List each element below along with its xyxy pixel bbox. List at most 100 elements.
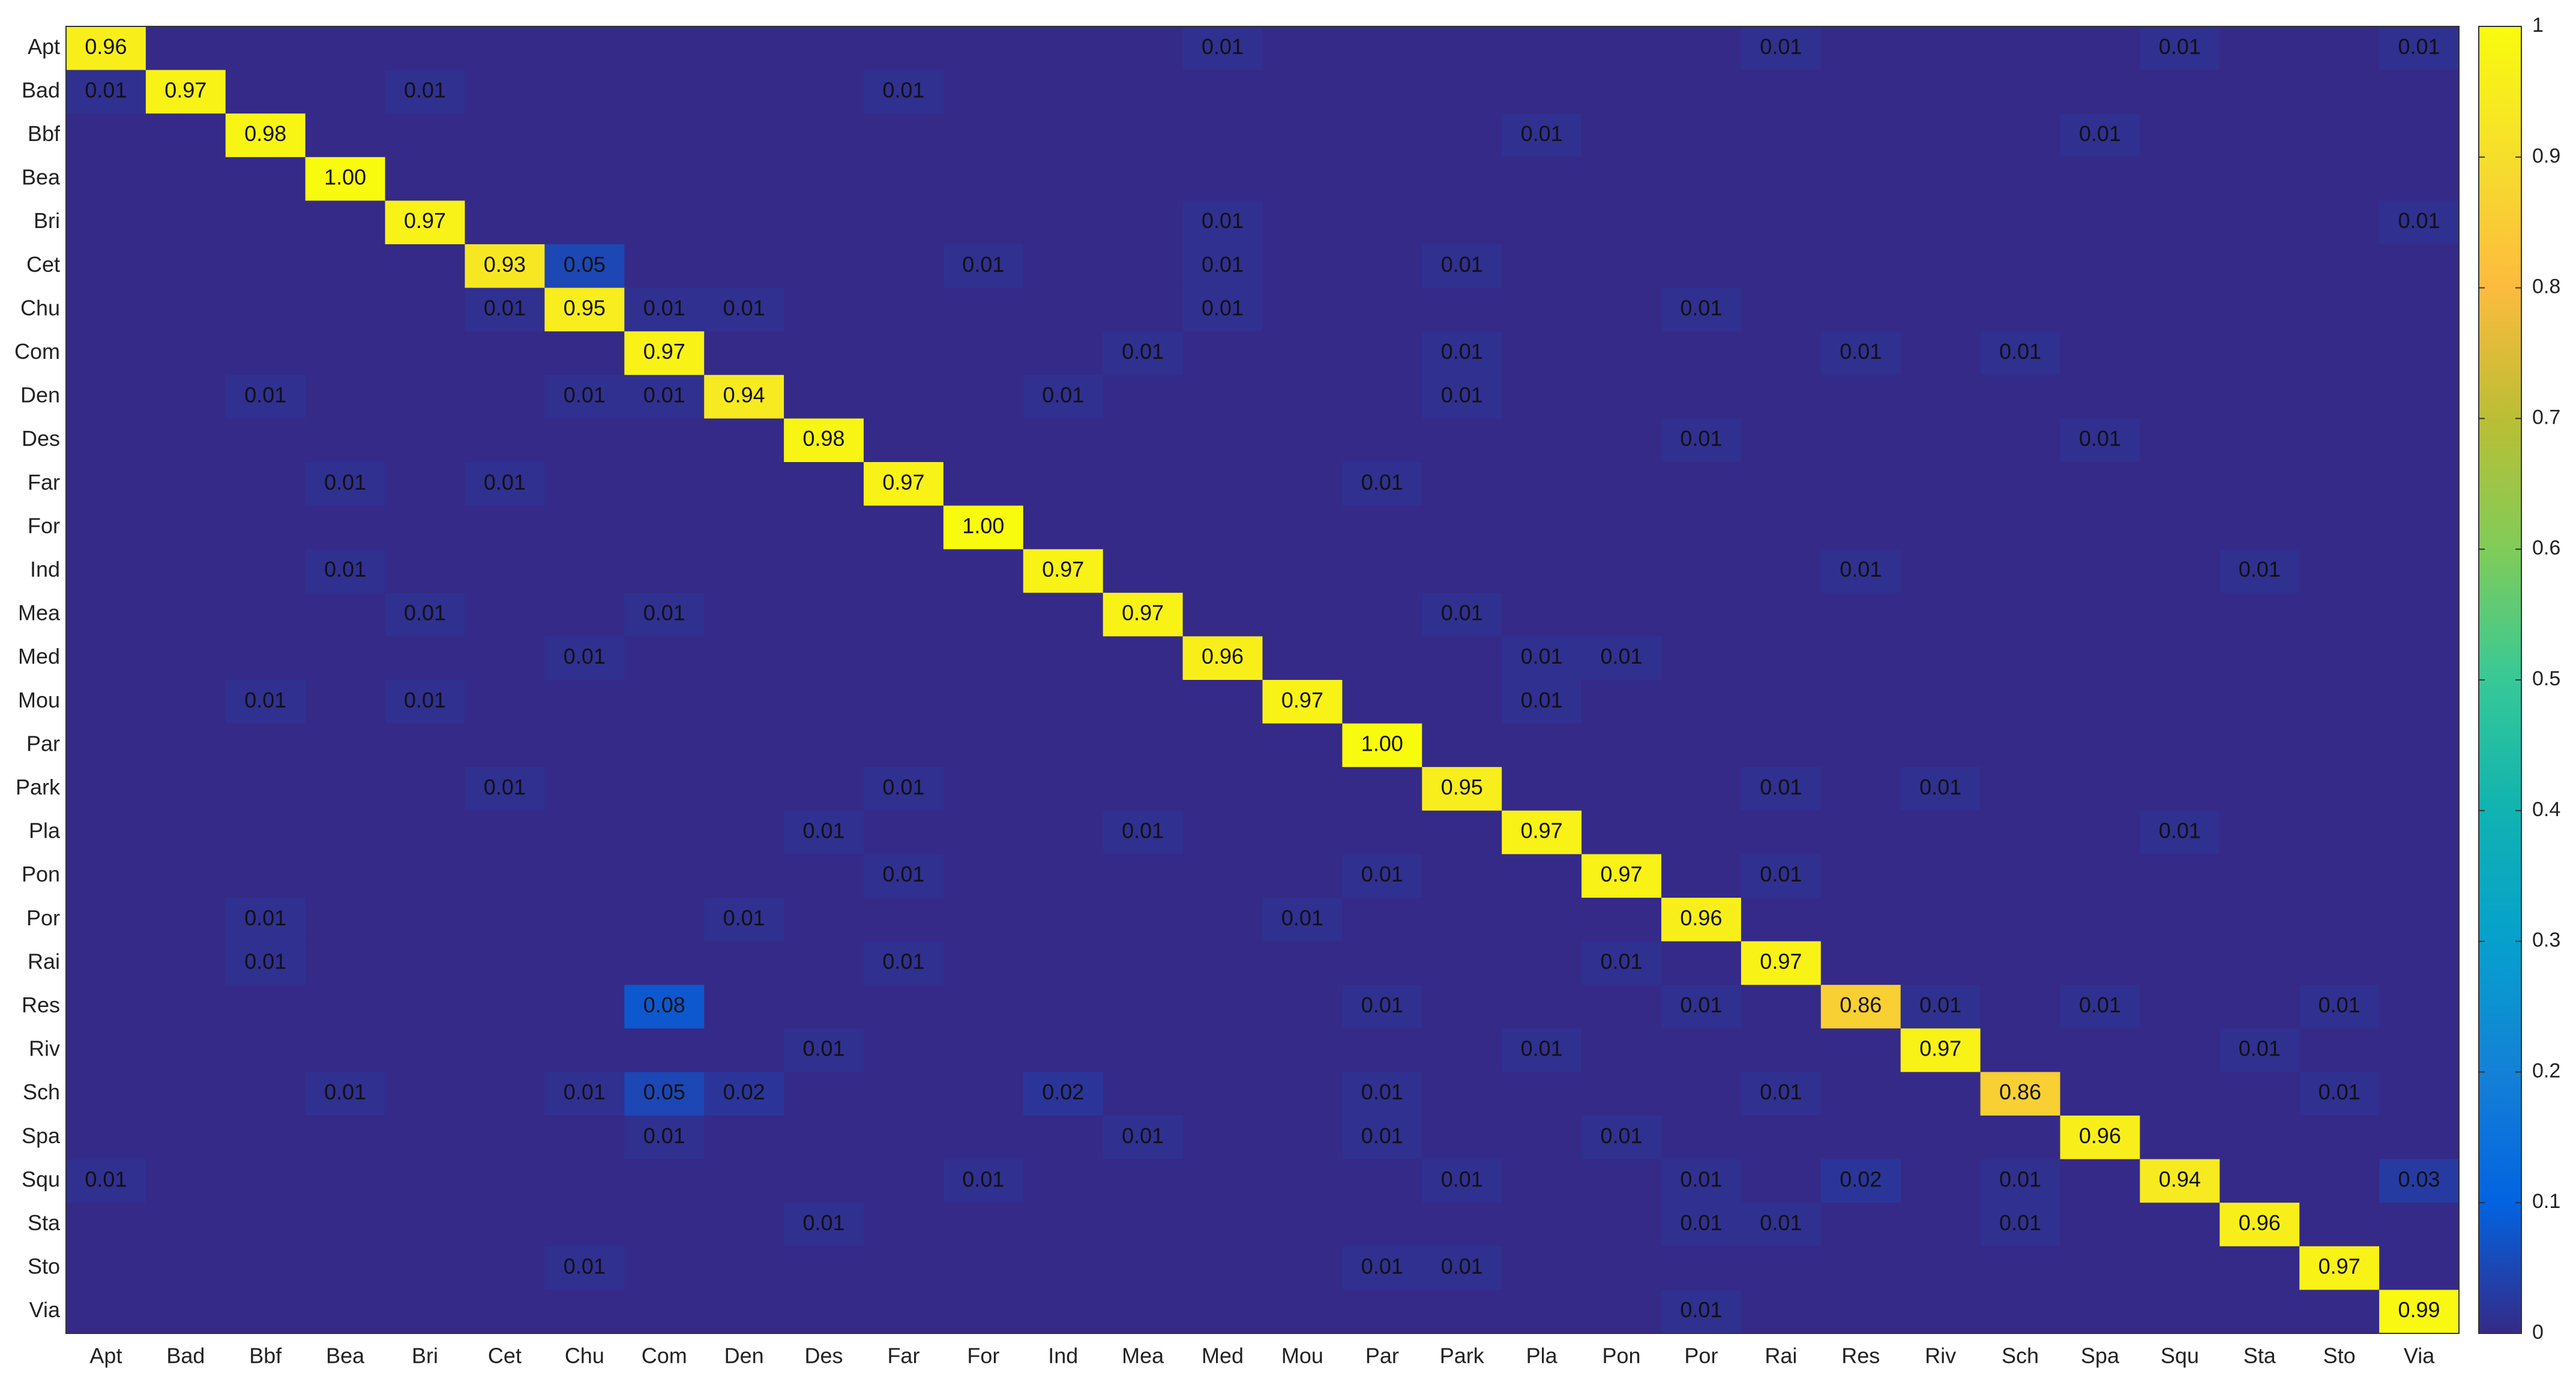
cell xyxy=(305,723,386,768)
cell xyxy=(1422,723,1502,768)
cell xyxy=(1900,898,1981,942)
x-tick-label: Sch xyxy=(2002,1344,2039,1368)
cell xyxy=(2219,244,2300,289)
cell xyxy=(1820,200,1901,245)
x-tick-label: Par xyxy=(1365,1344,1399,1368)
x-tick-label: Apt xyxy=(89,1344,122,1368)
cell xyxy=(704,767,784,811)
cell xyxy=(2219,898,2300,942)
cell xyxy=(225,505,306,550)
cell xyxy=(943,1116,1024,1160)
cell xyxy=(2299,1116,2380,1160)
cell xyxy=(1342,113,1422,158)
cell xyxy=(1741,1116,1822,1160)
cell-label: 0.01 xyxy=(1760,775,1802,799)
cell xyxy=(465,244,545,289)
cell xyxy=(1422,1116,1502,1160)
cell xyxy=(624,331,705,376)
cell xyxy=(624,592,705,637)
cell-label: 0.01 xyxy=(1521,644,1563,668)
cell xyxy=(385,1246,465,1290)
cell xyxy=(1661,810,1742,855)
cell xyxy=(1502,767,1582,811)
cell xyxy=(1182,1159,1263,1203)
cell xyxy=(225,1159,306,1203)
x-tick-label: Rai xyxy=(1765,1344,1797,1368)
cell xyxy=(704,636,784,680)
cell xyxy=(385,26,465,71)
cell xyxy=(1741,985,1822,1029)
cell xyxy=(624,113,705,158)
cell xyxy=(66,505,146,550)
cell xyxy=(943,26,1024,71)
cell-label: 0.01 xyxy=(1202,295,1244,320)
cell xyxy=(66,1159,146,1203)
cell xyxy=(1262,374,1343,419)
cell xyxy=(2140,200,2220,245)
y-tick-label: Mea xyxy=(18,601,61,625)
cell xyxy=(704,374,784,419)
cell xyxy=(1900,1028,1981,1072)
cell xyxy=(1661,592,1742,637)
cell-label: 0.01 xyxy=(1441,1167,1483,1191)
cell xyxy=(385,1028,465,1072)
cell xyxy=(225,898,306,942)
cell xyxy=(305,767,386,811)
cell xyxy=(1182,680,1263,724)
cell xyxy=(225,1072,306,1116)
cell xyxy=(1502,1028,1582,1072)
cell xyxy=(2379,854,2460,898)
cell xyxy=(2219,70,2300,114)
cell xyxy=(943,1290,1024,1334)
cell xyxy=(864,680,944,724)
cell xyxy=(1023,26,1104,71)
cell xyxy=(1422,810,1502,855)
cell-label: 0.01 xyxy=(1521,1036,1563,1061)
cell xyxy=(1581,941,1662,985)
cell xyxy=(1502,1116,1582,1160)
cell xyxy=(465,331,545,376)
cell xyxy=(2060,157,2140,201)
cell xyxy=(784,244,864,289)
cell xyxy=(145,26,226,71)
cell-label: 0.86 xyxy=(1999,1080,2041,1104)
cell xyxy=(1741,636,1822,680)
cell-label: 0.95 xyxy=(564,295,606,320)
cell xyxy=(2060,767,2140,811)
cell xyxy=(2299,1072,2380,1116)
cell xyxy=(1342,244,1422,289)
cell-label: 0.96 xyxy=(2079,1123,2121,1148)
cell xyxy=(1262,1203,1343,1247)
cell xyxy=(864,287,944,332)
cell xyxy=(145,113,226,158)
cell xyxy=(145,636,226,680)
cell xyxy=(305,1072,386,1116)
cell xyxy=(1820,898,1901,942)
cell xyxy=(1502,985,1582,1029)
cell xyxy=(1741,505,1822,550)
cell xyxy=(66,331,146,376)
cell xyxy=(544,374,625,419)
cell xyxy=(2299,505,2380,550)
cell xyxy=(1581,1028,1662,1072)
cell xyxy=(1103,1116,1184,1160)
cell xyxy=(1103,592,1184,637)
cell xyxy=(305,636,386,680)
cell xyxy=(1103,1246,1184,1290)
cell xyxy=(2379,374,2460,419)
cell xyxy=(2060,505,2140,550)
x-tick-label: Ind xyxy=(1048,1344,1078,1368)
cell xyxy=(1182,331,1263,376)
colorbar-tick-label: 0.9 xyxy=(2532,145,2560,167)
y-tick-label: Via xyxy=(29,1297,61,1322)
cell-label: 0.01 xyxy=(643,295,685,320)
cell xyxy=(1422,985,1502,1029)
cell xyxy=(1581,157,1662,201)
cell xyxy=(2060,1203,2140,1247)
cell xyxy=(385,1203,465,1247)
cell xyxy=(1661,985,1742,1029)
cell-label: 0.01 xyxy=(1441,383,1483,407)
cell xyxy=(1502,1203,1582,1247)
cell xyxy=(624,1159,705,1203)
cell xyxy=(1980,1246,2060,1290)
